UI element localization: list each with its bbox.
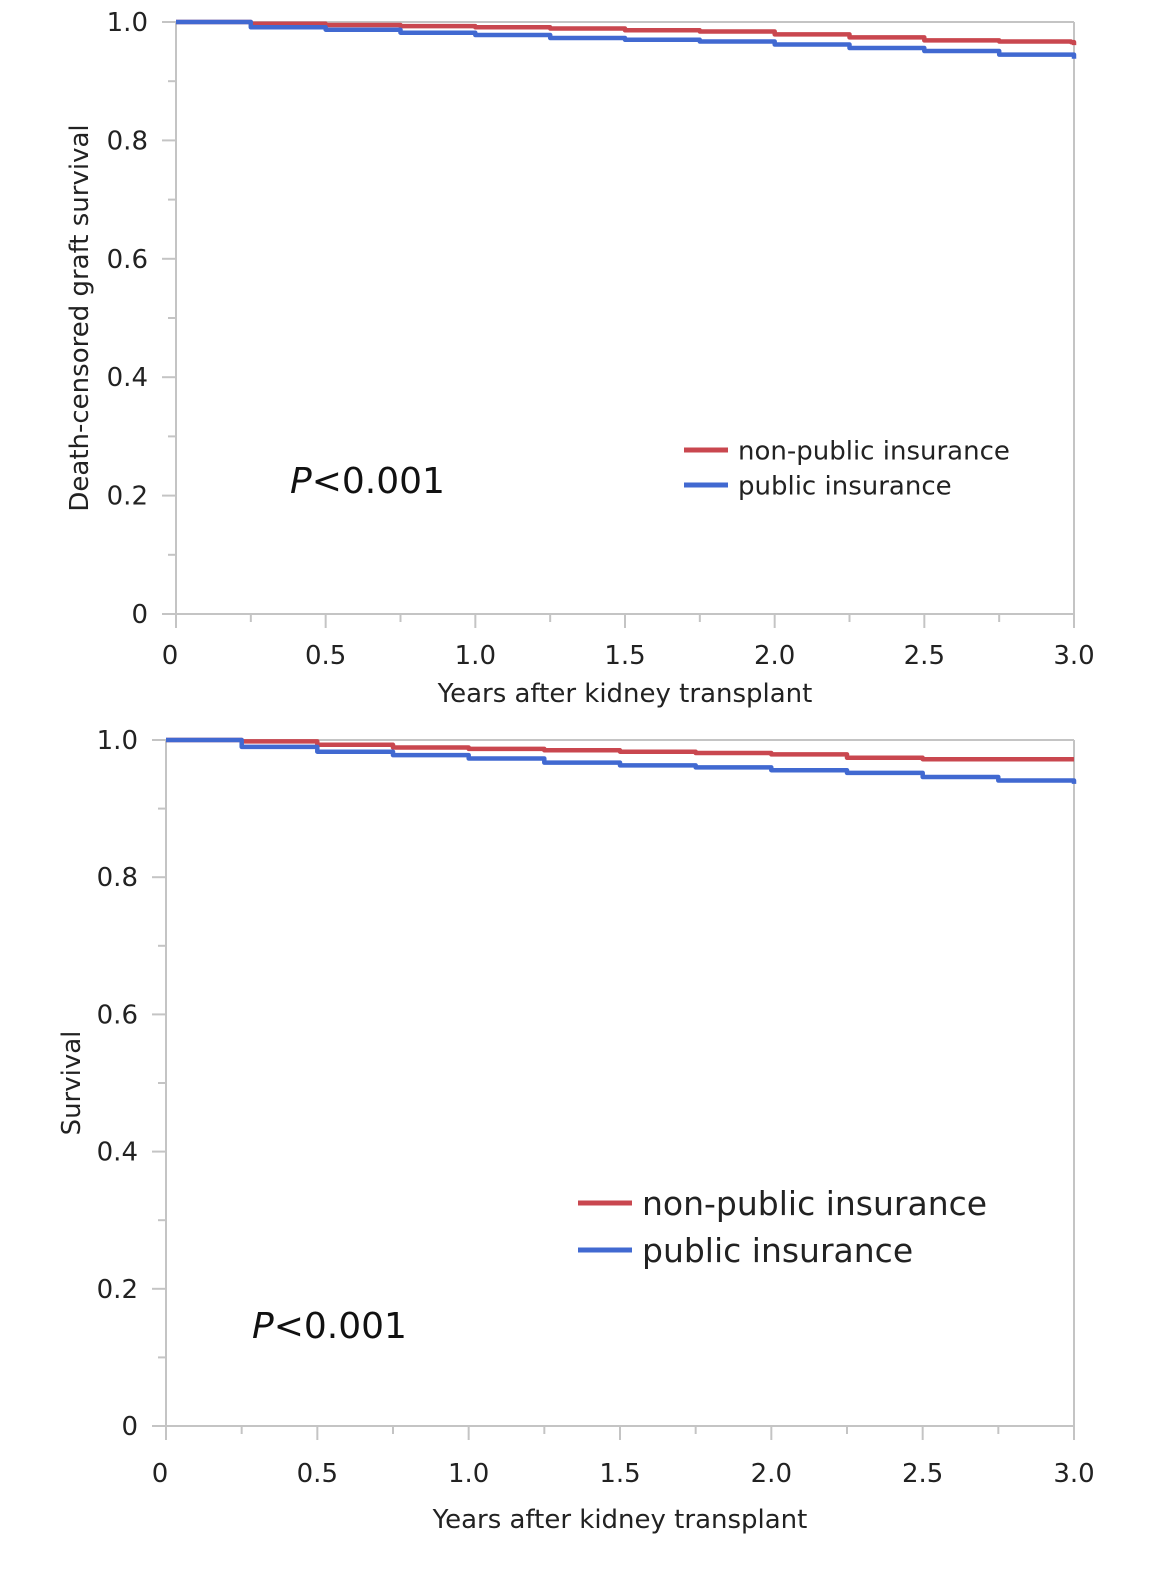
chart-1: 0 0.2 0.4 0.6 0.8 1.0 0 0.5 1.0 1.5 2.0 2.5 3.0 Years…: [65, 8, 1095, 709]
x-tick-label: 2.5: [902, 1459, 943, 1489]
legend-label: public insurance: [738, 471, 952, 501]
y-tick-label: 0.2: [107, 482, 148, 512]
legend-label: non-public insurance: [738, 436, 1010, 466]
legend-label: non-public insurance: [642, 1184, 987, 1223]
series-line-non-public: [166, 737, 1074, 762]
x-tick-label: 0.5: [297, 1459, 338, 1489]
x-tick-label: 1.5: [604, 641, 645, 671]
x-tick-label: 3.0: [1053, 1459, 1094, 1489]
y-tick-label: 0: [121, 1412, 138, 1442]
y-tick-label: 0.2: [97, 1275, 138, 1305]
x-tick-label: 1.0: [448, 1459, 489, 1489]
x-axis-title: Years after kidney transplant: [437, 679, 813, 709]
x-tick-label: 0.5: [305, 641, 346, 671]
x-tick-label: 3.0: [1053, 641, 1094, 671]
y-tick-label: 0.6: [97, 1000, 138, 1030]
p-value-annotation: P<0.001: [290, 461, 445, 502]
y-tick-label: 0.4: [107, 363, 148, 393]
series-line-public: [176, 19, 1077, 59]
x-tick-label: 0: [162, 641, 179, 671]
y-tick-label: 0.8: [97, 863, 138, 893]
chart-2: 0 0.2 0.4 0.6 0.8 1.0 0 0.5 1.0 1.5 2.0 2.5 3.0 Years…: [57, 726, 1095, 1535]
x-tick-label: 2.0: [751, 1459, 792, 1489]
p-value-annotation: P<0.001: [252, 1306, 407, 1347]
legend-label: public insurance: [642, 1231, 913, 1270]
series-line-public: [166, 737, 1077, 784]
series-line-non-public: [176, 19, 1077, 46]
y-axis-title: Death-censored graft survival: [65, 124, 95, 511]
y-tick-label: 0.8: [107, 126, 148, 156]
x-tick-label: 2.0: [754, 641, 795, 671]
x-tick-label: 1.0: [455, 641, 496, 671]
y-tick-label: 1.0: [97, 726, 138, 756]
y-axis-title: Survival: [57, 1031, 87, 1136]
x-axis-title: Years after kidney transplant: [432, 1505, 808, 1535]
y-tick-label: 0: [131, 600, 148, 630]
y-tick-label: 1.0: [107, 8, 148, 38]
x-tick-label: 1.5: [599, 1459, 640, 1489]
y-tick-label: 0.6: [107, 245, 148, 275]
x-tick-label: 2.5: [904, 641, 945, 671]
x-tick-label: 0: [152, 1459, 169, 1489]
y-tick-label: 0.4: [97, 1138, 138, 1168]
